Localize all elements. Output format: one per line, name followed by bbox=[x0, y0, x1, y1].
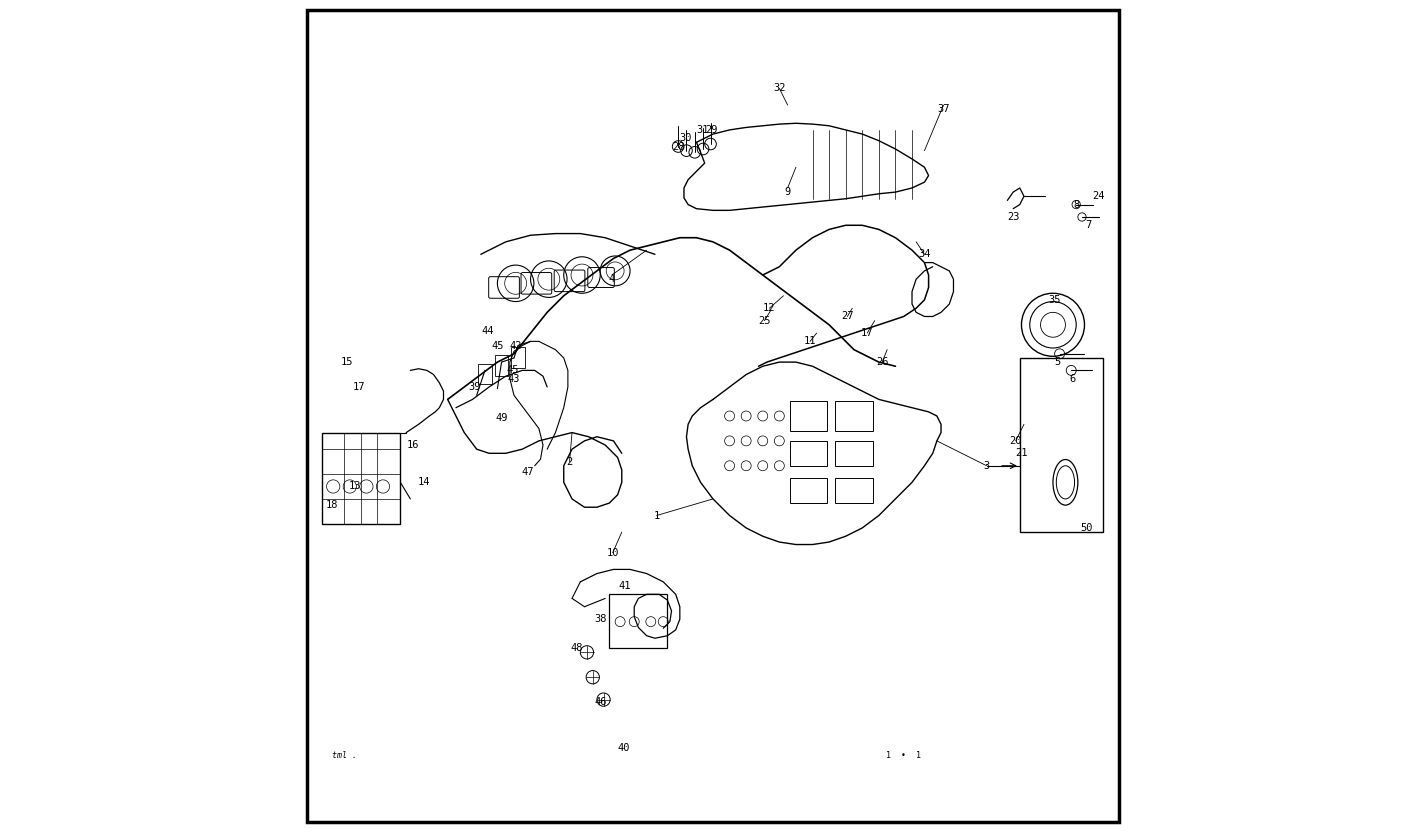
Text: 49: 49 bbox=[495, 414, 508, 423]
Bar bbox=[790, 478, 827, 503]
Text: 37: 37 bbox=[937, 104, 950, 114]
Text: 30: 30 bbox=[679, 133, 692, 143]
Text: 5: 5 bbox=[1054, 357, 1061, 367]
Text: 46: 46 bbox=[595, 697, 607, 707]
Text: 4: 4 bbox=[609, 275, 615, 285]
Text: 12: 12 bbox=[763, 303, 776, 313]
Bar bbox=[836, 441, 873, 466]
Text: 1  •  1: 1 • 1 bbox=[886, 751, 921, 760]
Text: 39: 39 bbox=[469, 382, 481, 392]
Text: 35: 35 bbox=[1048, 295, 1061, 305]
Text: 25: 25 bbox=[759, 315, 770, 325]
Bar bbox=[495, 355, 508, 376]
Text: 47: 47 bbox=[520, 468, 533, 478]
Text: 45: 45 bbox=[506, 365, 519, 375]
Bar bbox=[512, 347, 525, 368]
Text: 23: 23 bbox=[1007, 212, 1020, 222]
Text: 7: 7 bbox=[1085, 220, 1092, 230]
Text: 44: 44 bbox=[481, 326, 493, 336]
Text: 24: 24 bbox=[1092, 191, 1105, 201]
Text: 40: 40 bbox=[617, 743, 630, 753]
Text: 50: 50 bbox=[1079, 523, 1092, 533]
Text: 21: 21 bbox=[1015, 448, 1028, 458]
Text: 26: 26 bbox=[876, 357, 888, 367]
Text: 11: 11 bbox=[804, 336, 816, 346]
Text: 28: 28 bbox=[672, 141, 684, 151]
Text: 45: 45 bbox=[491, 340, 503, 350]
Bar bbox=[322, 433, 401, 524]
Bar bbox=[790, 402, 827, 430]
Text: 10: 10 bbox=[606, 547, 619, 557]
Text: 43: 43 bbox=[508, 374, 520, 384]
Text: tml .: tml . bbox=[332, 751, 356, 760]
Text: 15: 15 bbox=[341, 357, 352, 367]
Text: 8: 8 bbox=[1074, 200, 1079, 210]
Text: 2: 2 bbox=[566, 457, 573, 467]
Text: 20: 20 bbox=[1010, 436, 1022, 446]
Text: 48: 48 bbox=[570, 643, 583, 653]
Text: 41: 41 bbox=[617, 581, 630, 591]
Text: 34: 34 bbox=[918, 250, 931, 260]
Text: 6: 6 bbox=[1070, 374, 1075, 384]
Text: 27: 27 bbox=[841, 311, 854, 321]
Text: 1: 1 bbox=[653, 511, 660, 521]
Text: 18: 18 bbox=[327, 500, 338, 510]
Text: 9: 9 bbox=[784, 187, 791, 197]
Bar bbox=[609, 594, 667, 648]
Text: 17: 17 bbox=[352, 382, 365, 392]
Text: 42: 42 bbox=[509, 340, 522, 350]
Text: 38: 38 bbox=[595, 614, 607, 624]
Bar bbox=[836, 478, 873, 503]
Text: 17: 17 bbox=[861, 328, 874, 338]
Text: 31: 31 bbox=[697, 125, 709, 135]
Bar bbox=[478, 364, 492, 384]
Text: 13: 13 bbox=[348, 482, 361, 492]
Bar bbox=[1020, 358, 1102, 532]
Text: 16: 16 bbox=[406, 440, 419, 450]
Text: 3: 3 bbox=[984, 461, 990, 471]
Bar bbox=[836, 402, 873, 430]
Text: 14: 14 bbox=[418, 478, 431, 488]
Text: 29: 29 bbox=[704, 125, 717, 135]
Text: 32: 32 bbox=[773, 83, 786, 93]
Bar bbox=[790, 441, 827, 466]
